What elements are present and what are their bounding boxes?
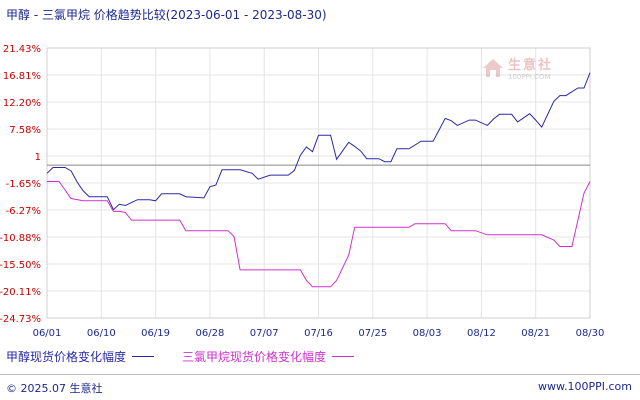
x-tick-label: 07/16 <box>304 328 333 339</box>
y-tick-label: 12.20% <box>3 98 41 109</box>
grid <box>46 47 591 319</box>
chart-title: 甲醇 - 三氯甲烷 价格趋势比较(2023-06-01 - 2023-08-30… <box>6 8 327 22</box>
legend-swatch <box>132 356 155 357</box>
watermark-logo: 生意社 100PPI.COM <box>482 54 553 81</box>
series-line-1 <box>47 181 591 288</box>
legend-item-methanol: 甲醇现货价格变化幅度 <box>6 348 155 365</box>
y-tick-label: 21.43% <box>3 44 41 55</box>
y-tick-label: -1.65% <box>6 179 41 190</box>
copyright-text: © 2025.07 生意社 <box>6 382 103 395</box>
x-tick-label: 06/01 <box>33 328 62 339</box>
legend: 甲醇现货价格变化幅度 三氯甲烷现货价格变化幅度 <box>6 348 382 365</box>
y-tick-label: 16.81% <box>3 71 41 82</box>
axes <box>46 47 591 319</box>
legend-swatch <box>332 356 355 357</box>
legend-label: 三氯甲烷现货价格变化幅度 <box>182 350 327 364</box>
site-link[interactable]: www.100PPI.com <box>538 380 632 393</box>
watermark-url: 100PPI.COM <box>508 73 551 81</box>
y-tick-label: -20.11% <box>0 287 41 298</box>
y-tick-label: -24.73% <box>0 314 41 325</box>
x-tick-label: 06/19 <box>141 328 170 339</box>
tick-labels: 21.43% 16.81% 12.20% 7.58% 1 -1.65% -6.27% -10.… <box>0 44 604 339</box>
house-logo-icon <box>483 58 503 77</box>
series-line-0 <box>46 72 591 211</box>
x-tick-label: 06/28 <box>195 328 224 339</box>
x-tick-label: 06/10 <box>87 328 116 339</box>
legend-label: 甲醇现货价格变化幅度 <box>6 350 127 364</box>
y-tick-label: -6.27% <box>6 206 41 217</box>
x-tick-label: 08/21 <box>521 328 550 339</box>
x-tick-label: 07/25 <box>358 328 387 339</box>
legend-item-chloroform: 三氯甲烷现货价格变化幅度 <box>182 348 355 365</box>
y-tick-label: 1 <box>35 152 41 163</box>
watermark-name: 生意社 <box>508 58 554 73</box>
y-tick-label: 7.58% <box>9 125 41 136</box>
x-tick-label: 08/12 <box>467 328 496 339</box>
footer-divider <box>0 374 640 375</box>
series <box>46 72 591 288</box>
y-tick-label: -15.50% <box>0 260 41 271</box>
plot-frame <box>46 47 591 319</box>
y-tick-label: -10.88% <box>0 233 41 244</box>
x-tick-label: 08/03 <box>413 328 442 339</box>
x-tick-label: 07/07 <box>250 328 279 339</box>
x-tick-label: 08/30 <box>576 328 605 339</box>
